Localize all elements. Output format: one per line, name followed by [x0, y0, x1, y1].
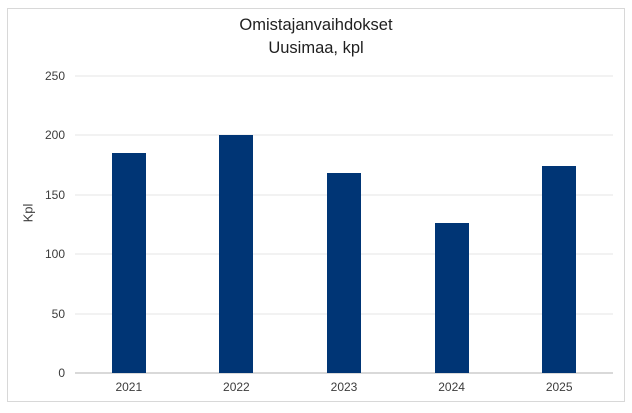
- plot-area: [75, 75, 613, 374]
- bar-2023: [327, 173, 361, 373]
- x-axis-baseline: [75, 372, 613, 374]
- y-tick-label: 50: [51, 306, 65, 321]
- y-tick-label: 250: [44, 69, 65, 83]
- bar-2022: [219, 135, 254, 373]
- y-tick-label: 200: [44, 128, 65, 143]
- gridline: [75, 134, 613, 136]
- x-tick-label: 2022: [223, 380, 250, 394]
- x-tick-label: 2021: [115, 380, 143, 394]
- chart-title-line-1: Omistajanvaihdokset: [239, 16, 393, 34]
- y-tick-label: 100: [44, 247, 65, 262]
- chart-title-line-2: Uusimaa, kpl: [268, 39, 364, 57]
- x-tick-label: 2025: [545, 380, 573, 394]
- bar-2025: [542, 166, 577, 373]
- gridline: [75, 75, 613, 77]
- bar-2021: [111, 153, 146, 373]
- y-tick-label: 150: [44, 187, 65, 202]
- x-tick-label: 2023: [330, 380, 358, 394]
- chart-title: Omistajanvaihdokset Uusimaa, kpl: [8, 14, 624, 60]
- chart-frame: Omistajanvaihdokset Uusimaa, kpl Kpl 0 50…: [7, 8, 625, 402]
- y-axis-ticks: 0 50 100 150 200 250: [8, 69, 65, 380]
- x-axis-ticks: 2021 2022 2023 2024 2025: [75, 380, 613, 396]
- bar-2024: [434, 223, 469, 373]
- x-tick-label: 2024: [438, 380, 465, 394]
- y-tick-label: 0: [58, 366, 65, 380]
